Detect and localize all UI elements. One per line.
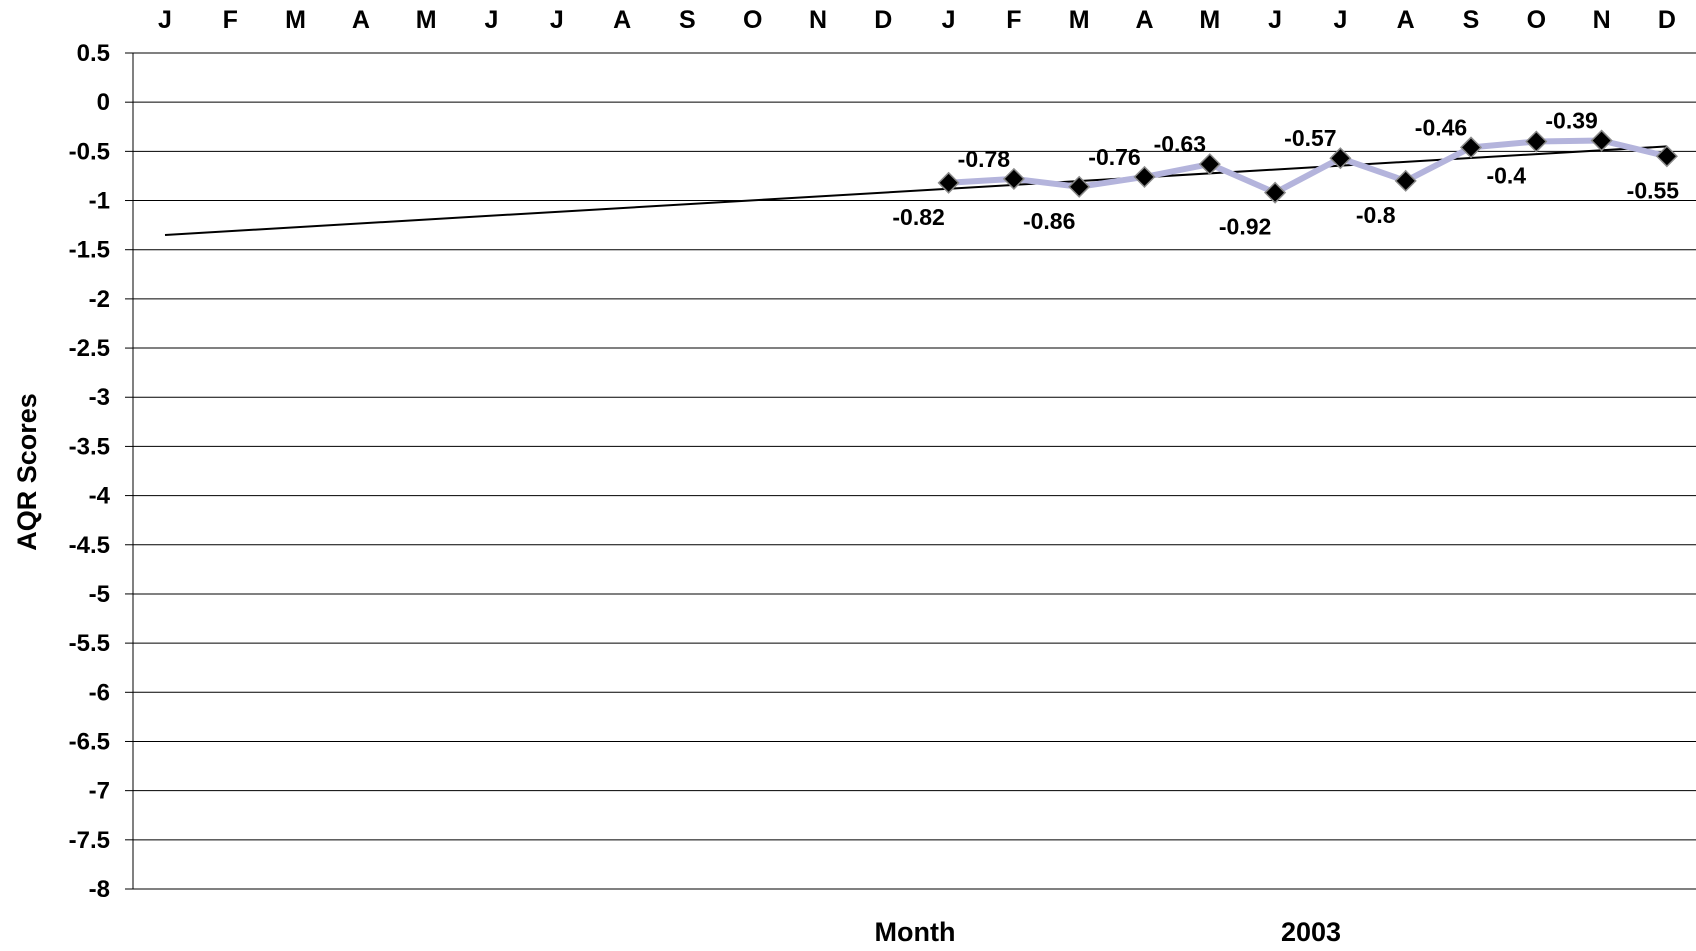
- data-label: -0.63: [1154, 131, 1206, 157]
- data-point-marker: [1068, 175, 1091, 198]
- series-line: [948, 137, 1668, 196]
- x-tick-label: N: [1593, 6, 1611, 34]
- year-label: 2003: [1281, 917, 1341, 947]
- y-tick-label: -1.5: [69, 237, 110, 264]
- data-label: -0.4: [1486, 163, 1526, 189]
- x-tick-label: D: [874, 6, 892, 34]
- horizontal-gridlines: [133, 52, 1696, 890]
- data-point-marker: [1133, 165, 1156, 188]
- data-point-marker: [1329, 147, 1352, 170]
- data-point-marker: [1394, 169, 1417, 192]
- y-tick-label: -8: [89, 876, 110, 903]
- x-tick-label: F: [1006, 6, 1021, 34]
- y-tick-label: -2.5: [69, 335, 110, 362]
- y-tick-label: 0.5: [77, 40, 110, 67]
- x-tick-label: J: [550, 6, 564, 34]
- x-tick-label: D: [1658, 6, 1676, 34]
- x-tick-label: N: [809, 6, 827, 34]
- x-tick-label: J: [1268, 6, 1282, 34]
- x-tick-label: F: [223, 6, 238, 34]
- x-tick-label: A: [352, 6, 370, 34]
- x-tick-label: J: [158, 6, 172, 34]
- data-label: -0.46: [1415, 114, 1467, 140]
- data-point-marker: [1002, 167, 1025, 190]
- x-tick-label: J: [942, 6, 956, 34]
- data-label: -0.76: [1088, 144, 1140, 170]
- data-point-marker: [1264, 181, 1287, 204]
- markers-layer: [937, 129, 1678, 204]
- y-tick-label: -3: [89, 384, 110, 411]
- x-tick-label: A: [613, 6, 631, 34]
- x-tick-label: M: [285, 6, 306, 34]
- x-tick-label: A: [1397, 6, 1415, 34]
- data-label: -0.86: [1023, 208, 1075, 234]
- data-point-marker: [937, 171, 960, 194]
- y-tick-label: -6.5: [69, 728, 110, 755]
- data-labels-layer: -0.82 -0.78 -0.86 -0.76 -0.63 -0.92 -0.57 -0.8 -…: [892, 108, 1679, 240]
- y-tick-label: -2: [89, 286, 110, 313]
- data-label: -0.57: [1284, 125, 1336, 151]
- y-tick-label: -7: [89, 778, 110, 805]
- x-tick-label: M: [1199, 6, 1220, 34]
- x-tick-label: J: [485, 6, 499, 34]
- trendline-layer: [164, 145, 1667, 236]
- series-layer: [948, 137, 1668, 196]
- y-tick-label: -7.5: [69, 827, 110, 854]
- y-axis: 0.5 0 -0.5 -1 -1.5 -2 -2.5 -3 -3.5 -4 -4.5 -5 -5.5 -6…: [69, 40, 134, 903]
- data-label: -0.92: [1219, 214, 1271, 240]
- y-tick-label: -4: [89, 483, 111, 510]
- data-label: -0.8: [1356, 202, 1396, 228]
- y-tick-label: -1: [89, 188, 110, 215]
- data-point-marker: [1198, 153, 1221, 176]
- data-label: -0.55: [1627, 177, 1680, 203]
- x-tick-label: S: [1463, 6, 1480, 34]
- x-tick-label: O: [743, 6, 762, 34]
- x-tick-label: M: [1069, 6, 1090, 34]
- x-axis-title: Month: [875, 917, 956, 947]
- data-point-marker: [1525, 130, 1548, 153]
- trendline: [164, 145, 1667, 236]
- y-axis-title: AQR Scores: [12, 393, 42, 551]
- x-tick-label: A: [1135, 6, 1153, 34]
- y-tick-label: -6: [89, 679, 110, 706]
- data-point-marker: [1655, 145, 1678, 168]
- y-tick-label: -3.5: [69, 433, 110, 460]
- data-label: -0.82: [892, 204, 944, 230]
- y-tick-label: -5.5: [69, 630, 110, 657]
- y-tick-label: -4.5: [69, 532, 110, 559]
- x-tick-label: M: [416, 6, 437, 34]
- y-tick-label: -0.5: [69, 138, 110, 165]
- x-tick-label: S: [679, 6, 696, 34]
- data-point-marker: [1459, 136, 1483, 159]
- y-tick-label: -5: [89, 581, 110, 608]
- data-label: -0.39: [1545, 108, 1597, 134]
- x-tick-label: J: [1333, 6, 1347, 34]
- data-label: -0.78: [958, 146, 1011, 172]
- y-tick-label: 0: [97, 89, 110, 116]
- x-tick-label: O: [1527, 6, 1546, 34]
- data-point-marker: [1590, 129, 1613, 152]
